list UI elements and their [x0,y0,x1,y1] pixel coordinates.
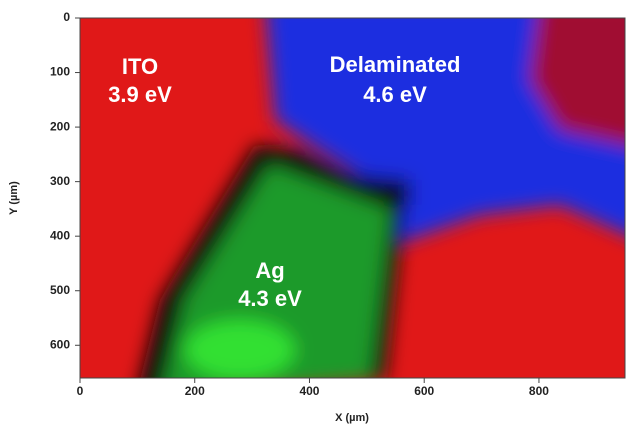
x-tick-label: 400 [299,384,319,398]
chart: ITO 3.9 eV Delaminated 4.6 eV Ag 4.3 eV … [0,0,635,428]
y-tick-label: 200 [50,119,70,133]
x-axis-label: X (µm) [335,412,369,424]
annotation: 4.6 eV [363,82,427,107]
x-tick-label: 0 [77,384,84,398]
annotation: Delaminated [330,52,461,77]
y-tick-label: 0 [63,10,70,24]
annotation: ITO [122,54,158,79]
annotation: Ag [255,258,284,283]
y-tick-label: 600 [50,337,70,351]
y-tick-label: 300 [50,174,70,188]
y-tick-label: 400 [50,228,70,242]
y-tick-label: 100 [50,65,70,79]
y-tick-label: 500 [50,283,70,297]
x-tick-label: 600 [414,384,434,398]
y-axis-label: Y (µm) [8,181,20,215]
annotation: 4.3 eV [238,286,302,311]
x-tick-label: 200 [185,384,205,398]
x-tick-label: 800 [529,384,549,398]
annotation: 3.9 eV [108,82,172,107]
